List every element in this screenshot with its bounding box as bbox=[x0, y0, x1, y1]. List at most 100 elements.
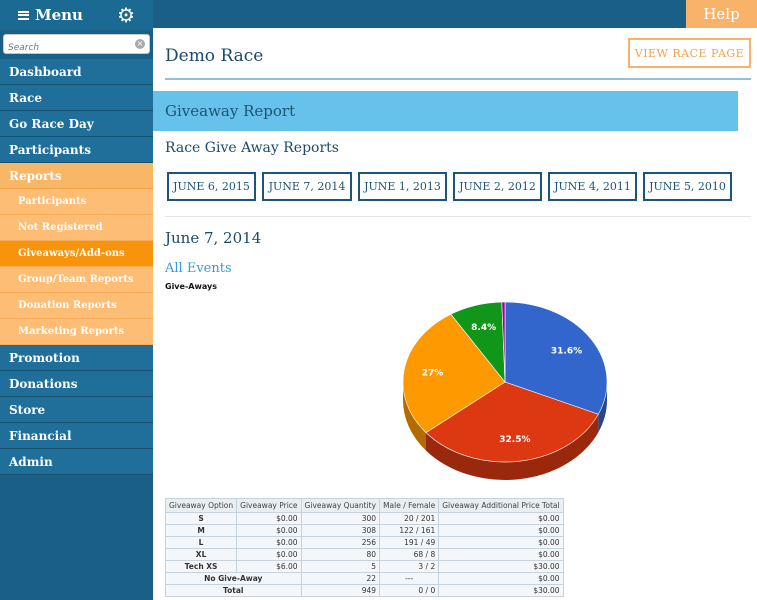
cell-additional-total: $0.00 bbox=[438, 572, 564, 585]
clear-search-icon[interactable]: × bbox=[135, 39, 145, 49]
column-header-option: Giveaway Option bbox=[164, 498, 238, 513]
sidebar-item-reports[interactable]: Reports bbox=[0, 163, 153, 189]
cell-male-female: 20 / 201 bbox=[379, 512, 440, 525]
menu-label: Menu bbox=[35, 6, 83, 24]
cell-additional-total: $30.00 bbox=[438, 584, 564, 597]
report-date-buttons: JUNE 6, 2015 JUNE 7, 2014 JUNE 1, 2013 J… bbox=[167, 172, 732, 201]
cell-male-female: 68 / 8 bbox=[379, 548, 440, 561]
sidebar-subitem-group-team-reports[interactable]: Group/Team Reports bbox=[0, 267, 153, 293]
date-button-2010[interactable]: JUNE 5, 2010 bbox=[643, 172, 732, 201]
sidebar-subitem-not-registered[interactable]: Not Registered bbox=[0, 215, 153, 241]
hamburger-icon bbox=[18, 10, 29, 20]
view-race-page-button[interactable]: VIEW RACE PAGE bbox=[628, 38, 751, 68]
table-row: Tech XS $6.00 5 3 / 2 $30.00 bbox=[164, 560, 564, 573]
table-row: S $0.00 300 20 / 201 $0.00 bbox=[164, 512, 564, 525]
sidebar: Menu ⚙ × Dashboard Race Go Race Day Part… bbox=[0, 0, 153, 600]
date-button-2014[interactable]: JUNE 7, 2014 bbox=[262, 172, 352, 201]
table-row-total: Total 949 0 / 0 $30.00 bbox=[165, 584, 564, 597]
report-date-heading: June 7, 2014 bbox=[165, 229, 262, 247]
giveaway-table: Giveaway Option Giveaway Price Giveaway … bbox=[164, 498, 564, 597]
sidebar-subitem-giveaways[interactable]: Giveaways/Add-ons bbox=[0, 241, 153, 267]
pie-label-2: 27% bbox=[422, 369, 444, 379]
sidebar-subitem-participants[interactable]: Participants bbox=[0, 189, 153, 215]
cell-additional-total: $30.00 bbox=[438, 560, 564, 573]
cell-option: M bbox=[164, 524, 238, 537]
cell-option: XL bbox=[164, 548, 238, 561]
sidebar-item-participants[interactable]: Participants bbox=[0, 137, 153, 163]
date-button-2013[interactable]: JUNE 1, 2013 bbox=[358, 172, 447, 201]
cell-additional-total: $0.00 bbox=[438, 548, 564, 561]
cell-quantity: 5 bbox=[300, 560, 381, 573]
title-divider bbox=[165, 78, 751, 80]
cell-male-female: 122 / 161 bbox=[379, 524, 440, 537]
date-button-2011[interactable]: JUNE 4, 2011 bbox=[548, 172, 637, 201]
column-header-quantity: Giveaway Quantity bbox=[300, 498, 381, 513]
buttons-divider bbox=[165, 216, 751, 217]
sidebar-item-financial[interactable]: Financial bbox=[0, 423, 153, 449]
gear-icon[interactable]: ⚙ bbox=[117, 3, 135, 27]
menu-toggle[interactable]: Menu bbox=[18, 6, 83, 24]
cell-price: $0.00 bbox=[236, 548, 302, 561]
page-title: Demo Race bbox=[165, 46, 264, 66]
cell-option: S bbox=[164, 512, 238, 525]
sidebar-item-promotion[interactable]: Promotion bbox=[0, 345, 153, 371]
sidebar-item-store[interactable]: Store bbox=[0, 397, 153, 423]
date-button-2015[interactable]: JUNE 6, 2015 bbox=[167, 172, 256, 201]
cell-quantity: 22 bbox=[300, 572, 381, 585]
giveaway-pie-chart: 31.6% 32.5% 27% 8.4% bbox=[402, 301, 608, 480]
cell-male-female: 3 / 2 bbox=[379, 560, 440, 573]
cell-price: $0.00 bbox=[236, 512, 302, 525]
sidebar-item-admin[interactable]: Admin bbox=[0, 449, 153, 475]
pie-label-3: 8.4% bbox=[471, 323, 496, 333]
pie-slice-4 bbox=[501, 301, 506, 383]
table-header-row: Giveaway Option Giveaway Price Giveaway … bbox=[164, 498, 564, 513]
report-banner: Giveaway Report bbox=[153, 91, 738, 131]
column-header-male-female: Male / Female bbox=[379, 498, 440, 513]
top-bar: Help bbox=[153, 0, 757, 28]
cell-price: $0.00 bbox=[236, 524, 302, 537]
cell-option: Tech XS bbox=[164, 560, 238, 573]
column-header-additional-total: Giveaway Additional Price Total bbox=[438, 498, 564, 513]
sidebar-item-race[interactable]: Race bbox=[0, 85, 153, 111]
cell-quantity: 308 bbox=[300, 524, 381, 537]
cell-quantity: 80 bbox=[300, 548, 381, 561]
pie-slice-2 bbox=[402, 313, 506, 433]
cell-additional-total: $0.00 bbox=[438, 536, 564, 549]
cell-price: $6.00 bbox=[236, 560, 302, 573]
cell-quantity: 300 bbox=[300, 512, 381, 525]
search-box: × bbox=[3, 34, 150, 57]
cell-additional-total: $0.00 bbox=[438, 512, 564, 525]
sidebar-subitem-marketing-reports[interactable]: Marketing Reports bbox=[0, 319, 153, 345]
sidebar-item-donations[interactable]: Donations bbox=[0, 371, 153, 397]
sidebar-subitem-donation-reports[interactable]: Donation Reports bbox=[0, 293, 153, 319]
cell-quantity: 256 bbox=[300, 536, 381, 549]
sidebar-item-dashboard[interactable]: Dashboard bbox=[0, 59, 153, 85]
cell-male-female: 191 / 49 bbox=[379, 536, 440, 549]
menu-header: Menu ⚙ bbox=[0, 0, 153, 30]
cell-option: L bbox=[164, 536, 238, 549]
pie-slice-0 bbox=[504, 301, 608, 415]
table-row: XL $0.00 80 68 / 8 $0.00 bbox=[164, 548, 564, 561]
sidebar-item-go-race-day[interactable]: Go Race Day bbox=[0, 111, 153, 137]
chart-label: Give-Aways bbox=[165, 282, 217, 291]
cell-price: $0.00 bbox=[236, 536, 302, 549]
pie-slice-side bbox=[403, 382, 427, 451]
section-title: Race Give Away Reports bbox=[165, 140, 339, 156]
help-button[interactable]: Help bbox=[686, 0, 757, 28]
pie-slice-side bbox=[598, 382, 607, 433]
table-row: L $0.00 256 191 / 49 $0.00 bbox=[164, 536, 564, 549]
cell-additional-total: $0.00 bbox=[438, 524, 564, 537]
pie-label-0: 31.6% bbox=[551, 347, 582, 357]
date-button-2012[interactable]: JUNE 2, 2012 bbox=[453, 172, 542, 201]
search-wrap: × bbox=[0, 30, 153, 59]
events-title: All Events bbox=[165, 261, 232, 276]
column-header-price: Giveaway Price bbox=[236, 498, 302, 513]
table-row: M $0.00 308 122 / 161 $0.00 bbox=[164, 524, 564, 537]
cell-male-female: 0 / 0 bbox=[379, 584, 440, 597]
table-row-no-giveaway: No Give-Away 22 --- $0.00 bbox=[165, 572, 564, 585]
cell-option: No Give-Away bbox=[165, 572, 302, 585]
cell-quantity: 949 bbox=[300, 584, 381, 597]
pie-slice-side bbox=[426, 414, 599, 480]
search-input[interactable] bbox=[4, 39, 149, 57]
pie-slice-1 bbox=[425, 381, 599, 463]
